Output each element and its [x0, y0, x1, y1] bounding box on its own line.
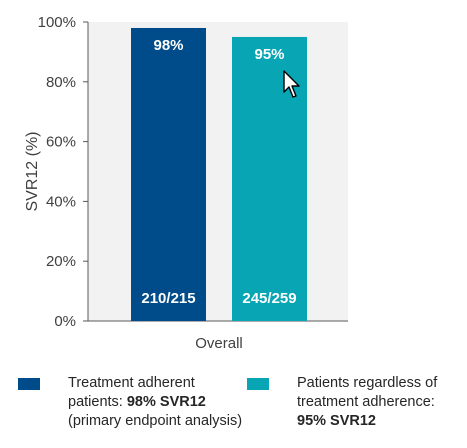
bar-value-label: 98%	[153, 37, 183, 54]
plot-area	[88, 22, 348, 321]
legend-line3: (primary endpoint analysis)	[68, 413, 243, 429]
x-category-label: Overall	[195, 335, 243, 352]
bar-count-label: 210/215	[141, 290, 195, 307]
y-tick-label: 20%	[46, 253, 76, 270]
bar	[131, 27, 206, 321]
y-tick-label: 0%	[54, 313, 76, 330]
legend-line3-bold: 95% SVR12	[297, 413, 376, 429]
y-tick-label: 80%	[46, 74, 76, 91]
y-tick-label: 40%	[46, 193, 76, 210]
y-tick-label: 60%	[46, 134, 76, 151]
mouse-pointer-icon	[283, 70, 300, 98]
y-axis-title: SVR12 (%)	[24, 131, 41, 211]
legend-swatch-adherent	[18, 378, 40, 390]
legend-swatch-regardless	[247, 378, 269, 390]
bar-value-label: 95%	[254, 46, 284, 63]
legend-line2: treatment adherence:	[297, 394, 435, 410]
chart: 0% 20% 40% 60% 80% 100% SVR12 (%) 98% 210/215 95%…	[24, 14, 348, 352]
legend-line1: Patients regardless of	[297, 375, 438, 391]
legend-line2-prefix: patients:	[68, 394, 127, 410]
y-tick-label: 100%	[38, 14, 76, 31]
legend-line1: Treatment adherent	[68, 375, 195, 391]
bar-count-label: 245/259	[242, 290, 296, 307]
legend-line2-bold: 98% SVR12	[126, 394, 206, 410]
